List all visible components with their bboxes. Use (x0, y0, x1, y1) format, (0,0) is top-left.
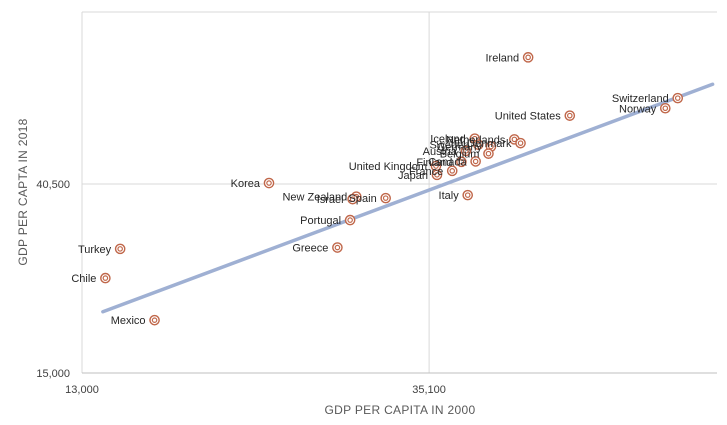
data-point-inner-ring (517, 140, 524, 146)
data-point (332, 242, 343, 253)
data-point-inner-ring (463, 148, 469, 154)
data-point (263, 177, 275, 189)
data-point-inner-ring (382, 195, 389, 201)
data-point-inner-ring (458, 159, 465, 165)
data-label: Chile (71, 273, 96, 285)
data-label: Switzerland (612, 93, 669, 105)
data-point-inner-ring (102, 275, 109, 281)
data-label: Canada (428, 156, 467, 168)
data-point (149, 314, 160, 326)
data-point (431, 169, 443, 181)
data-point (472, 139, 484, 150)
data-point-inner-ring (472, 158, 479, 165)
y-tick-label: 40,500 (36, 179, 70, 191)
data-point-inner-ring (488, 143, 494, 150)
data-point (347, 193, 358, 205)
trendline (101, 82, 715, 314)
data-point (660, 102, 671, 114)
data-point-inner-ring (151, 317, 158, 323)
y-axis-title: GDP PER CAPTA IN 2018 (16, 118, 30, 265)
data-label: Germany (437, 142, 483, 154)
data-point-inner-ring (662, 105, 669, 112)
data-point (483, 148, 494, 159)
data-label: Mexico (111, 315, 146, 327)
data-label: Austria (423, 146, 458, 158)
data-label: Korea (231, 178, 261, 190)
data-label: Netherlands (446, 134, 506, 146)
data-label: Israel (317, 194, 344, 206)
data-label: France (409, 166, 443, 178)
data-point (564, 110, 576, 121)
data-point (430, 160, 442, 172)
data-point-inner-ring (117, 246, 123, 252)
data-point-inner-ring (525, 54, 531, 61)
data-point-inner-ring (347, 217, 353, 223)
data-label: United Kingdom (349, 161, 427, 173)
data-label: Iceland (430, 134, 465, 146)
data-point (446, 165, 458, 177)
data-point (380, 192, 391, 204)
data-point-inner-ring (433, 163, 439, 169)
data-point (460, 145, 472, 157)
data-point (470, 156, 481, 167)
data-label: Italy (439, 190, 460, 202)
data-point (462, 189, 474, 201)
data-label: Turkey (78, 244, 112, 256)
data-point-inner-ring (266, 180, 272, 186)
data-point-inner-ring (464, 192, 471, 198)
data-label: Norway (619, 103, 657, 115)
data-label: Portugal (300, 215, 341, 227)
x-axis-title: GDP PER CAPITA IN 2000 (325, 403, 476, 417)
data-label: Finland (416, 157, 452, 169)
x-tick-label: 35,100 (412, 384, 446, 396)
data-point (515, 137, 526, 149)
data-point-inner-ring (674, 95, 681, 101)
data-label: Japan (398, 170, 428, 182)
data-point-inner-ring (511, 136, 518, 143)
data-point (100, 272, 111, 284)
data-label: Ireland (486, 52, 520, 64)
y-tick-label: 15,000 (36, 368, 70, 380)
data-label: Spain (349, 193, 377, 205)
data-point (522, 52, 534, 63)
data-point-inner-ring (434, 172, 440, 178)
data-point-inner-ring (334, 244, 341, 251)
data-point-inner-ring (475, 141, 482, 148)
data-label: New Zealand (282, 192, 347, 204)
data-label: United States (495, 111, 562, 123)
data-point-inner-ring (349, 196, 356, 202)
x-tick-label: 13,000 (65, 384, 99, 396)
data-label: Greece (292, 243, 328, 255)
data-point (672, 92, 684, 104)
data-point-inner-ring (567, 112, 573, 119)
data-point (344, 214, 356, 226)
data-point (456, 156, 467, 168)
data-point-inner-ring (449, 168, 456, 174)
data-label: Belgium (440, 149, 480, 161)
data-point (114, 243, 126, 255)
data-point-inner-ring (485, 150, 492, 157)
data-label: Sweden (429, 140, 469, 152)
data-label: Denmark (467, 138, 512, 150)
